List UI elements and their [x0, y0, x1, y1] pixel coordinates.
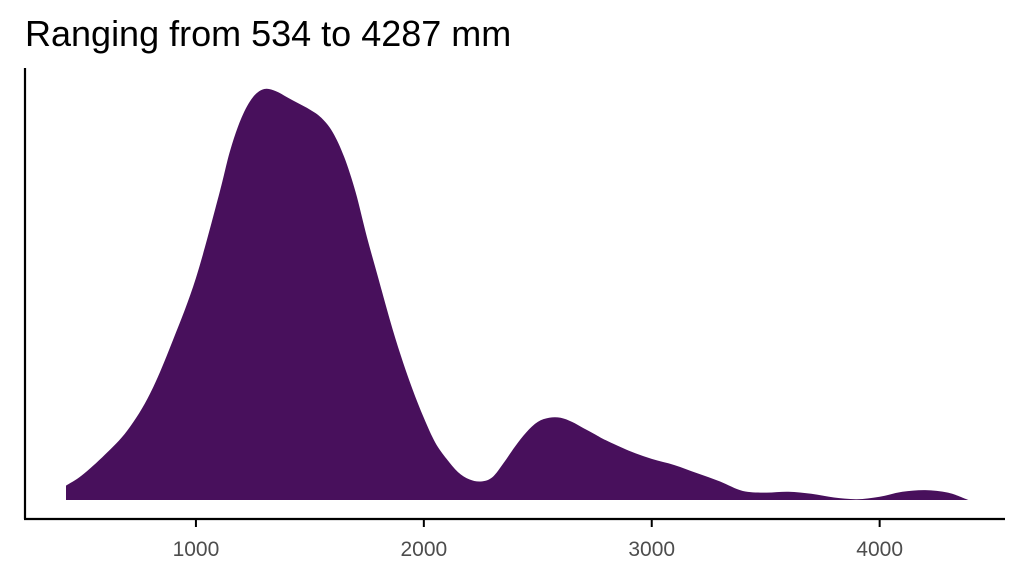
chart-title: Ranging from 534 to 4287 mm [25, 13, 511, 54]
density-area-0 [66, 88, 969, 500]
x-axis-ticks: 1000 2000 3000 4000 [173, 519, 903, 561]
x-tick-label: 4000 [856, 538, 903, 561]
plot-area [66, 88, 969, 500]
x-tick-label: 1000 [173, 538, 220, 561]
x-tick-label: 3000 [628, 538, 675, 561]
x-tick-label: 2000 [400, 538, 447, 561]
